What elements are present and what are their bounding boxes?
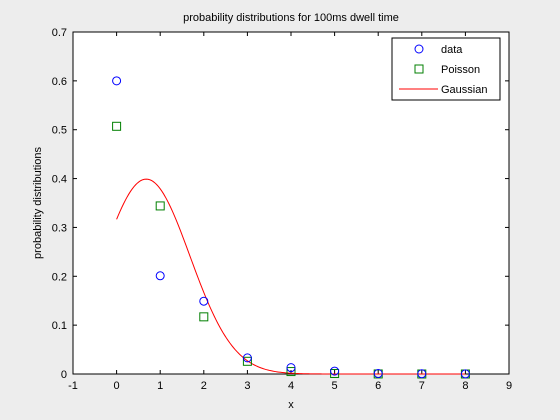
legend-gaussian-label: Gaussian	[441, 84, 487, 96]
data-point	[373, 369, 383, 379]
legend-poisson-marker	[414, 64, 424, 74]
x-axis: -1 0 1 2 3 4 5 6 7 8 9	[68, 32, 512, 392]
data-point	[330, 366, 340, 376]
y-tick-label-1: 0.1	[52, 320, 67, 332]
x-tick-label-6: 5	[332, 380, 338, 392]
y-tick-label-6: 0.6	[52, 76, 67, 88]
legend-data-marker	[414, 44, 424, 54]
x-tick-label-7: 6	[375, 380, 381, 392]
data-point	[112, 76, 122, 86]
x-tick-label-5: 4	[288, 380, 294, 392]
legend: data Poisson Gaussian	[391, 37, 501, 101]
poisson-point	[286, 367, 296, 377]
gaussian-curve	[116, 178, 466, 375]
poisson-point	[330, 369, 340, 379]
poisson-point	[199, 312, 209, 322]
data-point	[417, 369, 427, 379]
x-tick-label-3: 2	[201, 380, 207, 392]
chart-title: probability distributions for 100ms dwel…	[183, 12, 399, 24]
poisson-point	[242, 356, 252, 366]
x-tick-label-8: 7	[419, 380, 425, 392]
y-axis-title: probability distributions	[32, 147, 44, 259]
legend-poisson-label: Poisson	[441, 64, 480, 76]
data-point	[286, 363, 296, 373]
y-tick-label-4: 0.4	[52, 174, 67, 186]
series-data	[112, 76, 470, 379]
series-gaussian	[116, 178, 466, 375]
poisson-point	[155, 201, 165, 211]
y-tick-label-2: 0.2	[52, 271, 67, 283]
x-tick-label-10: 9	[506, 380, 512, 392]
poisson-point	[112, 121, 122, 131]
y-tick-label-5: 0.5	[52, 125, 67, 137]
x-tick-label-1: 0	[114, 380, 120, 392]
y-tick-label-3: 0.3	[52, 222, 67, 234]
data-point	[242, 353, 252, 363]
data-point	[155, 271, 165, 281]
x-tick-label-9: 8	[462, 380, 468, 392]
x-tick-label-0: -1	[68, 380, 78, 392]
data-point	[199, 296, 209, 306]
y-axis: 0 0.1 0.2 0.3 0.4 0.5 0.6 0.7	[52, 27, 509, 381]
legend-box	[391, 37, 501, 101]
x-axis-title: x	[288, 399, 294, 411]
data-point	[460, 369, 470, 379]
y-tick-label-7: 0.7	[52, 27, 67, 39]
legend-data-label: data	[441, 44, 463, 56]
x-tick-label-4: 3	[244, 380, 250, 392]
x-tick-label-2: 1	[157, 380, 163, 392]
y-tick-label-0: 0	[61, 369, 67, 381]
